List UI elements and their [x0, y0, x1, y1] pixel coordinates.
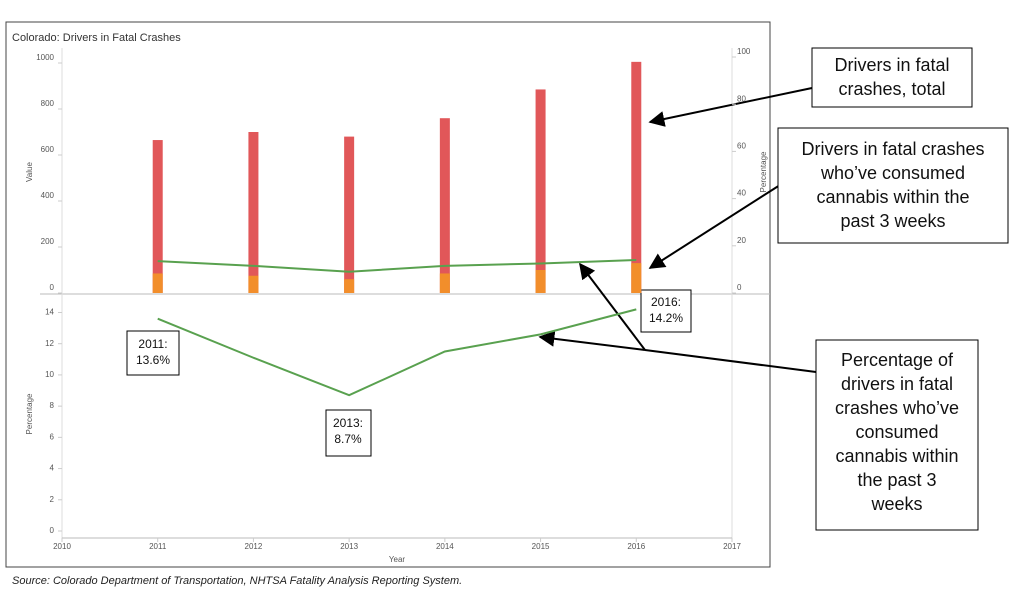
- annotation: 2013:: [333, 416, 363, 430]
- callout-text: crashes who’ve: [835, 398, 959, 418]
- x-axis-label: Year: [389, 555, 406, 564]
- bar: [344, 136, 355, 293]
- y-tick-label: 2: [50, 495, 55, 504]
- y-tick-label: 14: [45, 308, 54, 317]
- y-axis-label: Value: [25, 162, 34, 182]
- line: [157, 308, 637, 397]
- callout-text: crashes, total: [838, 79, 945, 99]
- y-tick-label: 1000: [36, 53, 54, 62]
- y-tick-label: 8: [50, 401, 55, 410]
- callout-text: past 3 weeks: [840, 211, 945, 231]
- y-tick-label: 6: [50, 432, 55, 441]
- bar: [631, 61, 642, 293]
- callout-text: Percentage of: [841, 350, 954, 370]
- y-tick-label: 10: [45, 370, 54, 379]
- callout-text: consumed: [855, 422, 938, 442]
- y2-tick-label: 0: [737, 283, 742, 292]
- callout-text: Drivers in fatal crashes: [801, 139, 984, 159]
- bar: [439, 118, 450, 293]
- y2-axis-label: Percentage: [759, 151, 768, 192]
- y-tick-label: 0: [50, 283, 55, 292]
- bar: [152, 273, 163, 293]
- annotation-box: [126, 330, 180, 376]
- bar: [248, 275, 259, 293]
- callout-box: [815, 339, 979, 531]
- callout-text: the past 3: [857, 470, 936, 490]
- x-tick-label: 2011: [149, 542, 167, 551]
- annotation: 14.2%: [649, 311, 683, 325]
- callout-text: cannabis within: [835, 446, 958, 466]
- y2-tick-label: 40: [737, 189, 746, 198]
- line: [157, 258, 637, 273]
- callout-text: weeks: [870, 494, 922, 514]
- bar: [152, 140, 163, 293]
- y2-tick-label: 20: [737, 236, 746, 245]
- callout-text: Drivers in fatal: [834, 55, 949, 75]
- callout-box: [811, 47, 973, 108]
- annotation: 2016:: [651, 295, 681, 309]
- y-axis-label: Percentage: [25, 393, 34, 434]
- callout-arrows: [538, 87, 817, 373]
- y-tick-label: 800: [41, 99, 55, 108]
- annotation: 8.7%: [334, 432, 362, 446]
- source: Source: Colorado Department of Transport…: [12, 575, 462, 587]
- x-tick-label: 2015: [532, 542, 550, 551]
- x-tick-label: 2013: [340, 542, 358, 551]
- y2-tick-label: 80: [737, 94, 746, 103]
- bar: [631, 263, 642, 293]
- callout-text: cannabis within the: [816, 187, 969, 207]
- x-tick-label: 2014: [436, 542, 454, 551]
- callout-text: drivers in fatal: [841, 374, 953, 394]
- y-tick-label: 4: [50, 464, 55, 473]
- x-tick-label: 2017: [723, 542, 741, 551]
- y-tick-label: 0: [50, 526, 55, 535]
- bar: [248, 132, 259, 293]
- chart-title: Colorado: Drivers in Fatal Crashes: [12, 32, 181, 44]
- callout-text: who’ve consumed: [820, 163, 965, 183]
- annotation-box: [325, 409, 372, 457]
- annotation-box: [640, 289, 692, 333]
- y-tick-label: 600: [41, 145, 55, 154]
- y-tick-label: 12: [45, 339, 54, 348]
- x-tick-label: 2016: [627, 542, 645, 551]
- y-tick-label: 200: [41, 237, 55, 246]
- bar: [535, 89, 546, 293]
- annotation: 2011:: [138, 337, 167, 351]
- annotation: 13.6%: [136, 353, 170, 367]
- bar: [535, 270, 546, 293]
- callout-box: [777, 127, 1009, 244]
- y2-tick-label: 60: [737, 142, 746, 151]
- x-tick-label: 2010: [53, 542, 71, 551]
- bar: [344, 279, 355, 293]
- y-tick-label: 400: [41, 191, 55, 200]
- y2-tick-label: 100: [737, 47, 751, 56]
- x-tick-label: 2012: [245, 542, 263, 551]
- bar: [439, 273, 450, 293]
